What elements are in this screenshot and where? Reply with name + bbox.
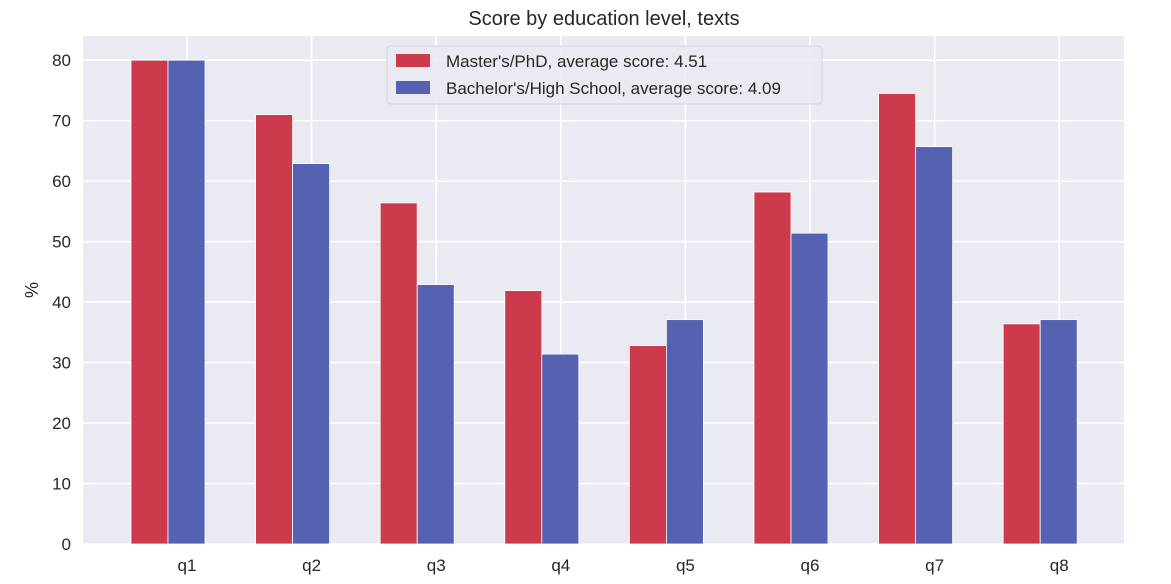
y-tick-label: 80 — [52, 51, 71, 70]
x-tick-label: q3 — [427, 556, 446, 575]
bar-bachelors-q3 — [416, 284, 455, 545]
x-tick-label: q5 — [676, 556, 695, 575]
x-tick-label: q2 — [302, 556, 321, 575]
bar-masters-q3 — [379, 202, 418, 545]
bar-bachelors-q7 — [915, 146, 953, 545]
x-tick-label: q4 — [551, 556, 570, 575]
y-tick-label: 50 — [52, 233, 71, 252]
chart-title: Score by education level, texts — [468, 8, 739, 30]
legend-label-masters: Master's/PhD, average score: 4.51 — [446, 52, 707, 71]
x-tick-label: q8 — [1050, 556, 1069, 575]
x-axis-ticks: q1 q2 q3 q4 q5 q6 q7 q8 — [178, 556, 1069, 575]
y-axis-label: % — [22, 282, 42, 298]
bar-bachelors-q6 — [790, 232, 829, 545]
bar-bachelors-q4 — [541, 353, 580, 545]
legend-swatch-masters — [396, 54, 430, 67]
y-tick-label: 10 — [52, 475, 71, 494]
bar-bachelors-q5 — [666, 319, 704, 545]
plot-area — [83, 36, 1124, 544]
y-tick-label: 70 — [52, 112, 71, 131]
bar-masters-q8 — [1002, 323, 1041, 545]
legend-swatch-bachelors — [396, 81, 430, 94]
y-tick-label: 60 — [52, 172, 71, 191]
bar-masters-q6 — [753, 191, 792, 545]
bar-bachelors-q2 — [292, 163, 331, 545]
legend-frame — [386, 45, 823, 105]
legend-label-bachelors: Bachelor's/High School, average score: 4… — [446, 79, 781, 98]
y-tick-label: 20 — [52, 414, 71, 433]
bar-masters-q4 — [504, 290, 543, 545]
y-tick-label: 30 — [52, 354, 71, 373]
legend: Master's/PhD, average score: 4.51 Bachel… — [386, 45, 823, 105]
x-tick-label: q7 — [925, 556, 944, 575]
bar-bachelors-q1 — [167, 59, 206, 545]
bars — [130, 59, 1078, 545]
bar-masters-q5 — [629, 345, 667, 545]
y-tick-label: 0 — [62, 535, 71, 554]
x-tick-label: q1 — [178, 556, 197, 575]
bar-bachelors-q8 — [1039, 319, 1078, 545]
bar-masters-q7 — [878, 93, 916, 545]
bar-masters-q1 — [130, 59, 169, 545]
y-tick-label: 40 — [52, 293, 71, 312]
bar-masters-q2 — [255, 114, 294, 545]
x-tick-label: q6 — [801, 556, 820, 575]
y-axis-ticks: 0 10 20 30 40 50 60 70 80 — [52, 51, 71, 554]
